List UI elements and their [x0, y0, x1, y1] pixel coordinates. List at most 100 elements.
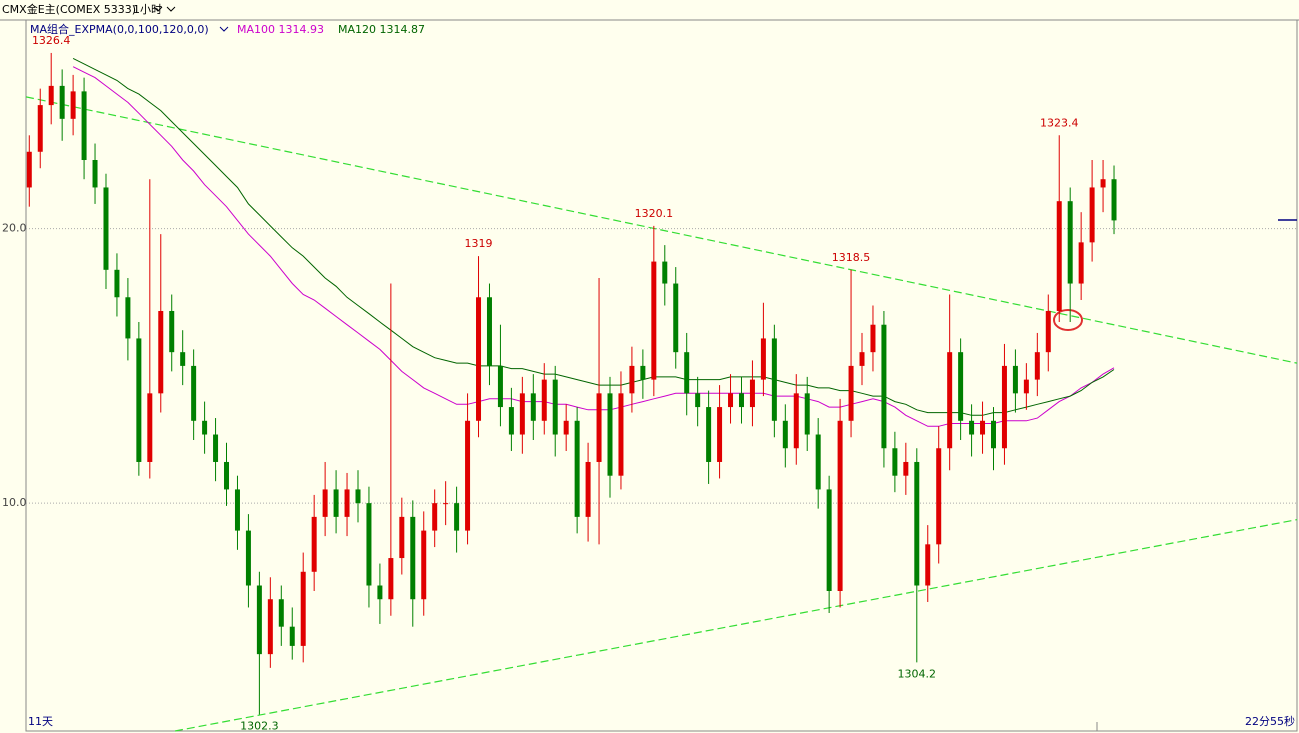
candle-body: [717, 407, 723, 462]
dropdown-arrow[interactable]: [153, 6, 163, 12]
candle-body: [1001, 365, 1007, 449]
candle-body: [859, 352, 865, 366]
candle-body: [421, 530, 427, 600]
candle-body: [366, 503, 372, 586]
candle-body: [804, 393, 810, 435]
candle-body: [486, 297, 492, 366]
candle-body: [278, 599, 284, 627]
candle-body: [1078, 242, 1084, 284]
trendline: [174, 519, 1298, 732]
candle-body: [980, 420, 986, 435]
candle-body: [508, 407, 514, 435]
legend-entry: MA120 1314.87: [338, 23, 425, 36]
candle-body: [48, 85, 54, 106]
dropdown-arrow[interactable]: [219, 26, 229, 32]
candle-body: [640, 365, 646, 380]
candle-body: [224, 461, 230, 490]
legend-value: 1314.93: [279, 23, 325, 36]
candle-body: [969, 420, 975, 435]
candle-body: [596, 393, 602, 462]
trendline: [25, 96, 1298, 364]
dropdown-arrow[interactable]: [166, 6, 176, 12]
candle-body: [552, 379, 558, 435]
candle-body: [497, 365, 503, 408]
candle-body: [377, 585, 383, 600]
candle-body: [37, 105, 43, 152]
candle-body: [684, 352, 690, 394]
candle-body: [990, 420, 996, 449]
candle-body: [234, 489, 240, 531]
candle-body: [936, 448, 942, 545]
candle-body: [695, 393, 701, 408]
candle-body: [1111, 179, 1117, 221]
footer-left: 11天: [28, 715, 53, 728]
candle-body: [344, 489, 350, 517]
candle-body: [202, 420, 208, 435]
candle-body: [158, 310, 164, 394]
candle-body: [1100, 179, 1106, 188]
candle-body: [256, 585, 262, 655]
candle-body: [289, 626, 295, 646]
indicator[interactable]: MA组合_EXPMA(0,0,100,120,0,0): [30, 22, 209, 36]
candle-body: [388, 558, 394, 600]
candle-body: [355, 489, 361, 504]
candle-body: [673, 283, 679, 353]
candle-body: [651, 261, 657, 380]
candle-body: [92, 160, 98, 188]
price-annotation: 1320.1: [635, 207, 674, 220]
highlight-circle: [1053, 309, 1083, 331]
candle-body: [815, 434, 821, 490]
price-annotation: 1304.2: [898, 667, 937, 680]
legend-name: MA100: [237, 23, 275, 36]
candle-body: [574, 420, 580, 517]
price-annotation: 1319: [465, 237, 493, 250]
candle-body: [443, 503, 449, 505]
candle-body: [333, 489, 339, 517]
legend-entry: MA100 1314.93: [237, 23, 324, 36]
candle-body: [837, 420, 843, 591]
candle-body: [563, 420, 569, 435]
candle-body: [1012, 365, 1018, 394]
candle-body: [125, 297, 131, 339]
candle-body: [1067, 201, 1073, 284]
period[interactable]: 1小时: [133, 3, 162, 16]
price-annotation: 1318.5: [832, 251, 871, 264]
candle-body: [70, 91, 76, 119]
candle-body: [1056, 201, 1062, 311]
candle-body: [925, 544, 931, 586]
candle-body: [191, 365, 197, 421]
candle-body: [629, 365, 635, 394]
price-annotation: 1302.3: [240, 720, 279, 733]
candle-body: [706, 407, 712, 462]
candle-body: [245, 530, 251, 586]
candle-body: [662, 261, 668, 284]
candle-body: [1045, 310, 1051, 353]
candle-body: [541, 379, 547, 421]
candle-body: [322, 489, 328, 517]
candle-body: [114, 269, 120, 298]
candle-body: [136, 338, 142, 462]
candle-body: [903, 461, 909, 476]
candle-body: [793, 393, 799, 449]
candle-body: [300, 571, 306, 646]
candle-body: [465, 420, 471, 531]
candle-body: [738, 393, 744, 408]
candle-body: [728, 393, 734, 408]
candle-body: [771, 338, 777, 421]
candle-body: [213, 434, 219, 462]
candle-body: [881, 324, 887, 449]
candle-body: [1034, 352, 1040, 380]
price-annotation: 1326.4: [32, 34, 71, 47]
candle-body: [760, 338, 766, 380]
candle-body: [267, 599, 273, 655]
instrument[interactable]: CMX金E主(COMEX 5333): [2, 2, 136, 16]
candle-body: [432, 503, 438, 531]
candle-body: [81, 91, 87, 161]
candle-body: [410, 516, 416, 600]
ma-line: [72, 57, 1115, 416]
candle-body: [26, 151, 32, 188]
legend-value: 1314.87: [380, 23, 426, 36]
